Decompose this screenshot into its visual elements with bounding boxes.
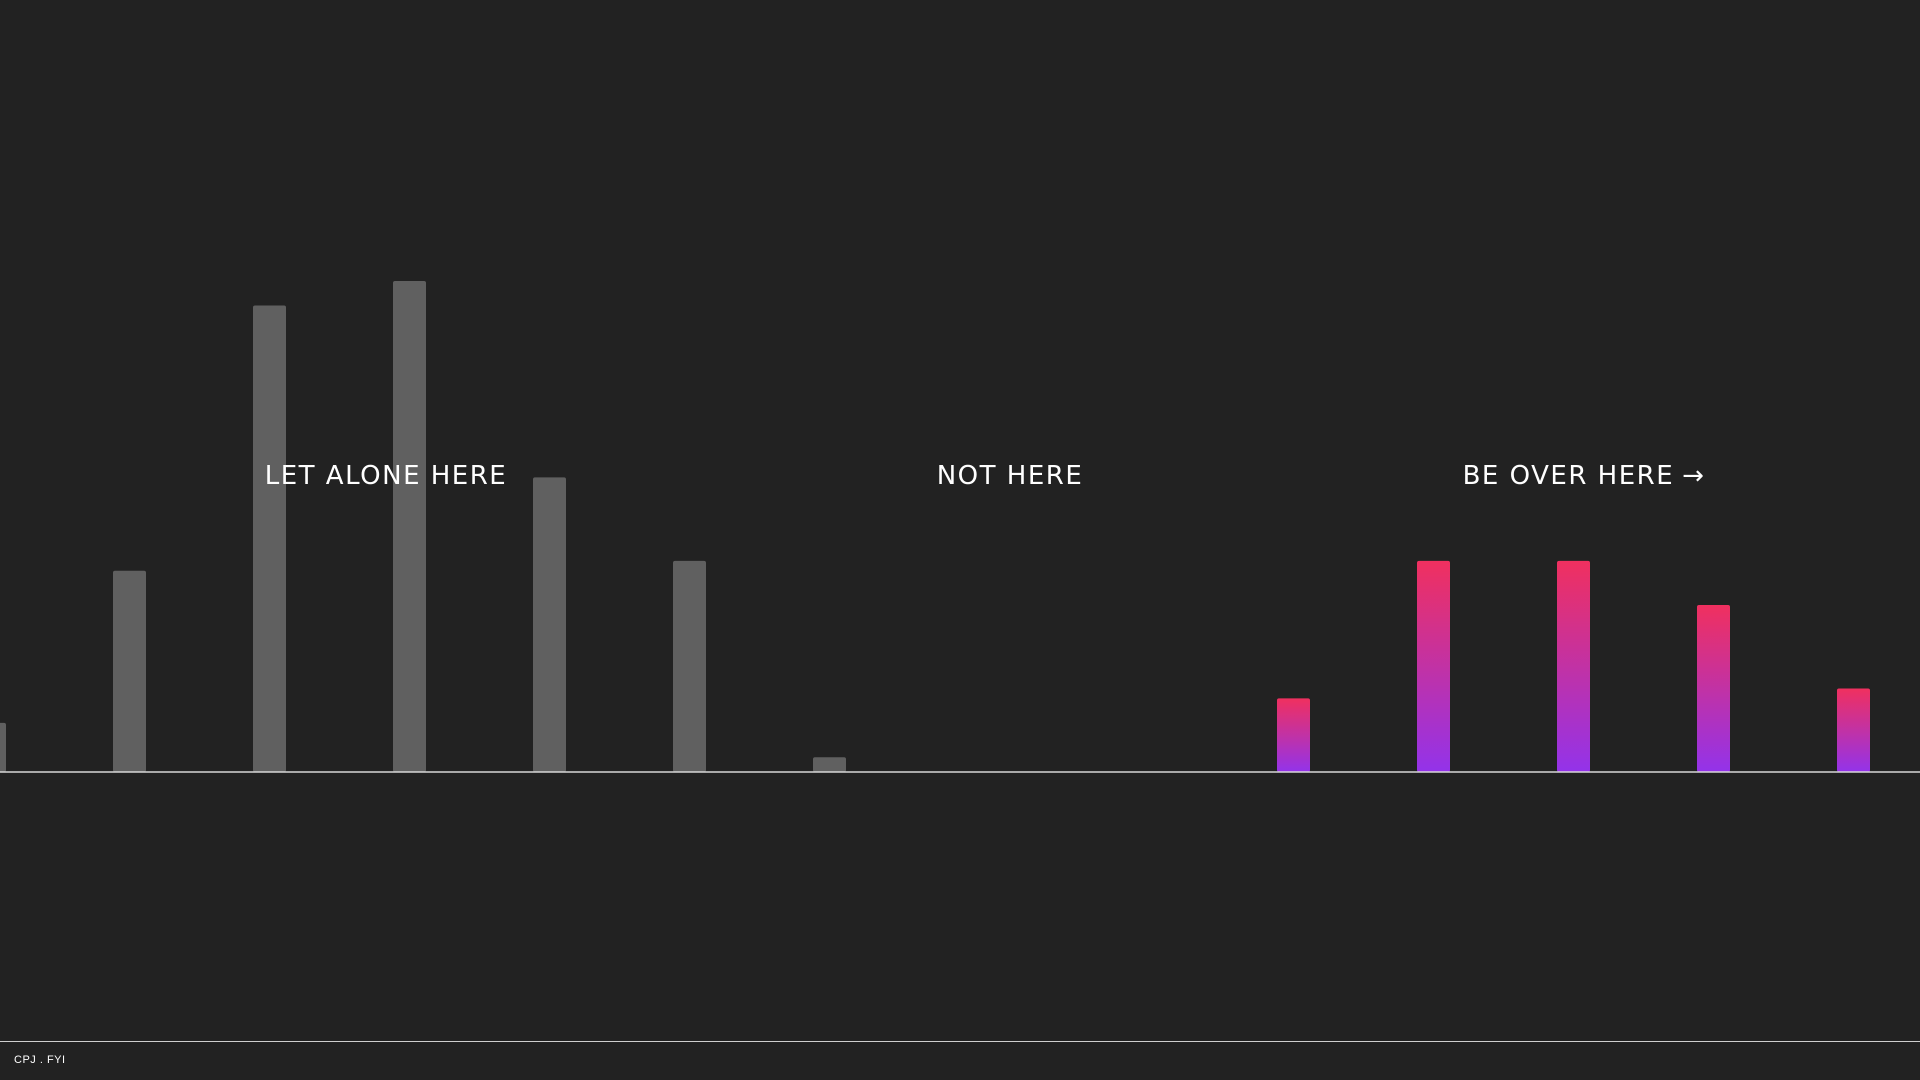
bar-gradient-12 xyxy=(1697,605,1730,772)
label-be-over-here[interactable]: BE OVER HERE → xyxy=(1384,456,1784,496)
label-not-here: NOT HERE xyxy=(936,461,1084,491)
bar-gray-2 xyxy=(253,305,286,772)
bar-gradient-9 xyxy=(1277,698,1310,772)
bar-gray-6 xyxy=(813,757,846,772)
bar-gray-1 xyxy=(113,570,146,772)
label-let-alone-here: LET ALONE HERE xyxy=(264,461,508,491)
bar-gray-3 xyxy=(393,281,426,772)
bar-gradient-13 xyxy=(1837,688,1870,772)
arrow-right-icon: → xyxy=(1682,461,1706,491)
bar-gray-4 xyxy=(533,477,566,772)
bar-gradient-10 xyxy=(1417,560,1450,772)
footer-brand[interactable]: CPJ . FYI xyxy=(14,1054,66,1066)
label-be-over-here-text: BE OVER HERE xyxy=(1462,461,1675,491)
bars-group xyxy=(0,281,1870,772)
footer-divider xyxy=(0,1041,1920,1042)
bar-gradient-11 xyxy=(1557,560,1590,772)
bar-gray-5 xyxy=(673,560,706,772)
bar-gray-0 xyxy=(0,722,6,772)
